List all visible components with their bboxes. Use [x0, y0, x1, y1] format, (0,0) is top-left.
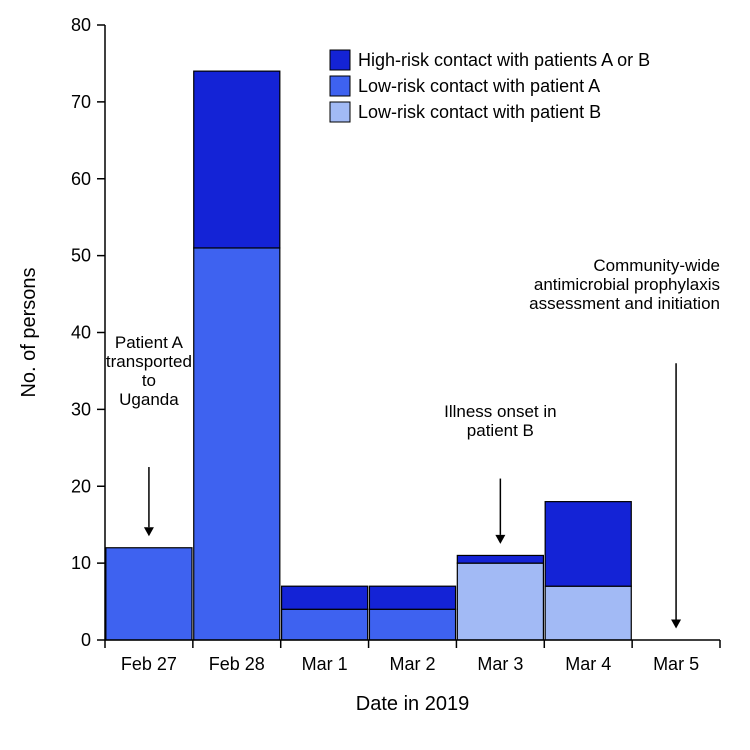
bar-low_risk_a	[369, 609, 455, 640]
annotation-community: assessment and initiation	[529, 294, 720, 313]
chart-container: 0 10 20 30 40 50 60 70 80 Feb 27 Feb 28 Mar 1 Mar 2 M…	[0, 0, 750, 750]
legend-swatch	[330, 50, 350, 70]
arrow-head-icon	[495, 535, 505, 544]
y-tick-label: 50	[71, 246, 91, 266]
x-tick-label: Mar 4	[565, 654, 611, 674]
bar-high_risk	[369, 586, 455, 609]
legend-label: High-risk contact with patients A or B	[358, 50, 650, 70]
bar-low_risk_a	[282, 609, 368, 640]
x-tick-label: Mar 5	[653, 654, 699, 674]
annotation-illness-b: Illness onset in	[444, 402, 556, 421]
bar-high_risk	[545, 502, 631, 587]
y-tick-label: 40	[71, 323, 91, 343]
legend-label: Low-risk contact with patient B	[358, 102, 601, 122]
bar-high_risk	[194, 71, 280, 248]
annotation-patient-a: to	[142, 371, 156, 390]
bar-low_risk_b	[457, 563, 543, 640]
arrow-head-icon	[671, 619, 681, 628]
x-tick-label: Mar 3	[477, 654, 523, 674]
x-tick-label: Mar 1	[302, 654, 348, 674]
y-tick-label: 10	[71, 553, 91, 573]
y-tick-label: 30	[71, 399, 91, 419]
x-tick-label: Mar 2	[389, 654, 435, 674]
y-tick-label: 70	[71, 92, 91, 112]
y-tick-label: 80	[71, 15, 91, 35]
x-axis-title: Date in 2019	[356, 693, 469, 715]
annotation-illness-b: patient B	[467, 421, 534, 440]
bar-low_risk_a	[106, 548, 192, 640]
arrow-head-icon	[144, 527, 154, 536]
bar-high_risk	[282, 586, 368, 609]
annotation-patient-a: transported	[106, 352, 192, 371]
y-tick-label: 20	[71, 476, 91, 496]
x-tick-label: Feb 28	[209, 654, 265, 674]
x-tick-label: Feb 27	[121, 654, 177, 674]
legend-swatch	[330, 102, 350, 122]
legend-label: Low-risk contact with patient A	[358, 76, 600, 96]
stacked-bar-chart: 0 10 20 30 40 50 60 70 80 Feb 27 Feb 28 Mar 1 Mar 2 M…	[0, 0, 750, 750]
annotation-patient-a: Patient A	[115, 333, 184, 352]
y-axis-title: No. of persons	[18, 267, 40, 397]
annotation-community: Community-wide	[593, 256, 720, 275]
y-tick-label: 60	[71, 169, 91, 189]
bar-low_risk_b	[545, 586, 631, 640]
y-tick-label: 0	[81, 630, 91, 650]
bar-low_risk_a	[194, 248, 280, 640]
annotation-patient-a: Uganda	[119, 390, 179, 409]
annotation-community: antimicrobial prophylaxis	[534, 275, 720, 294]
bar-high_risk	[457, 555, 543, 563]
legend-swatch	[330, 76, 350, 96]
